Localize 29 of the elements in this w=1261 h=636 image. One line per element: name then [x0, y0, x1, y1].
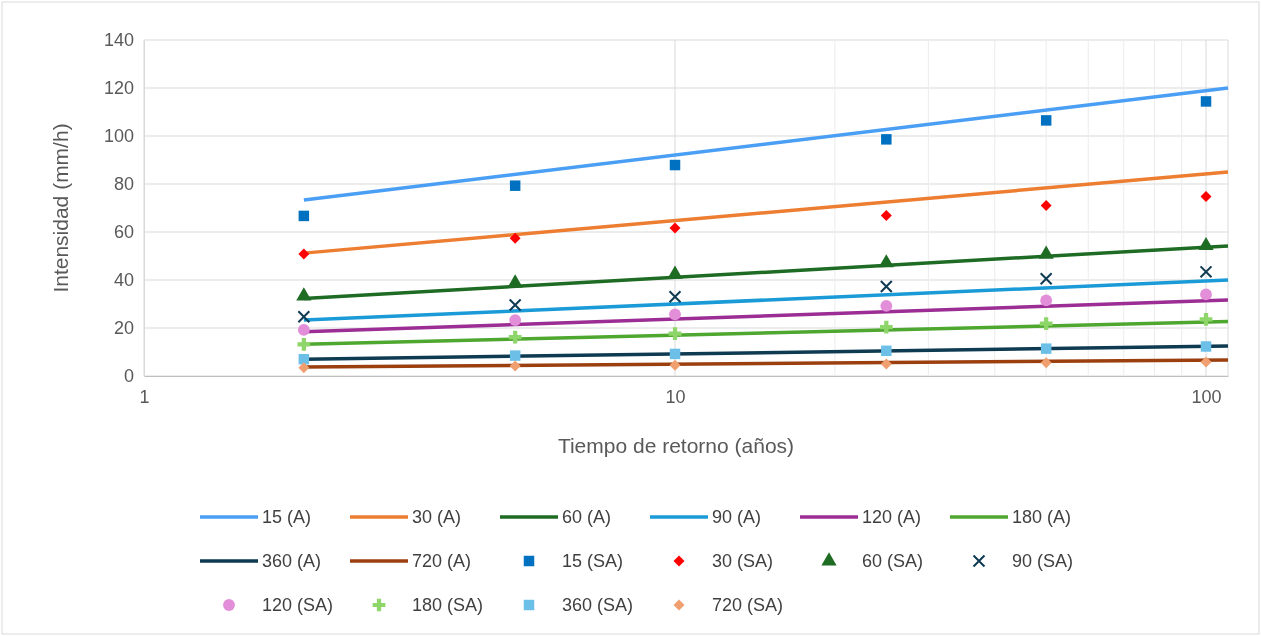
- y-tick-label: 80: [113, 174, 134, 195]
- legend-label: 180 (SA): [412, 595, 484, 615]
- y-axis-title: Intensidad (mm/h): [49, 123, 72, 293]
- legend-label: 120 (A): [862, 507, 922, 527]
- x-tick-label: 1: [139, 386, 150, 407]
- y-tick-label: 20: [113, 318, 134, 339]
- legend-label: 90 (SA): [1012, 551, 1074, 571]
- legend-label: 180 (A): [1012, 507, 1072, 527]
- x-tick-label: 100: [1191, 386, 1222, 407]
- legend-label: 60 (A): [562, 507, 612, 527]
- x-axis-title: Tiempo de retorno (años): [557, 434, 795, 457]
- y-tick-label: 40: [113, 270, 134, 291]
- legend-label: 30 (A): [412, 507, 462, 527]
- y-tick-label: 0: [123, 366, 134, 387]
- x-tick-label: 10: [665, 386, 686, 407]
- legend-label: 360 (A): [262, 551, 322, 571]
- legend-label: 15 (SA): [562, 551, 624, 571]
- y-tick-label: 120: [103, 78, 134, 99]
- legend-label: 120 (SA): [262, 595, 334, 615]
- legend-label: 30 (SA): [712, 551, 774, 571]
- legend-label: 60 (SA): [862, 551, 924, 571]
- y-tick-label: 140: [103, 30, 134, 51]
- legend-label: 90 (A): [712, 507, 762, 527]
- y-tick-label: 60: [113, 222, 134, 243]
- y-tick-label: 100: [103, 126, 134, 147]
- legend-label: 360 (SA): [562, 595, 634, 615]
- legend-label: 720 (A): [412, 551, 472, 571]
- legend-label: 720 (SA): [712, 595, 784, 615]
- legend-label: 15 (A): [262, 507, 312, 527]
